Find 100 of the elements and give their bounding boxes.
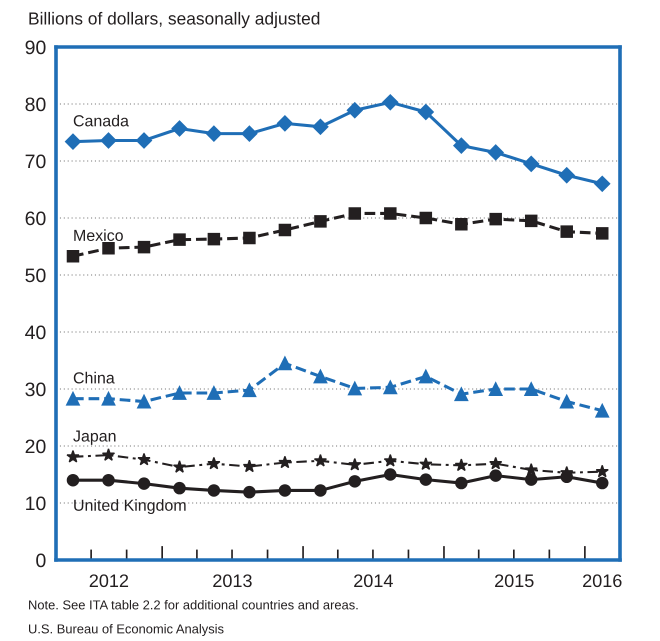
y-tick-label: 0 <box>36 553 46 568</box>
point <box>489 456 502 470</box>
point <box>66 450 80 463</box>
point <box>66 474 80 486</box>
y-tick-label: 10 <box>26 496 46 510</box>
point <box>313 370 328 384</box>
point <box>278 484 292 497</box>
point <box>208 484 220 497</box>
point <box>172 386 186 400</box>
series-label: Japan <box>73 430 116 445</box>
point <box>278 224 292 236</box>
point <box>596 476 608 490</box>
point <box>560 225 573 238</box>
point <box>348 458 362 471</box>
y-tick-label: 50 <box>25 268 46 282</box>
point <box>596 227 608 240</box>
y-tick-label: 80 <box>25 97 46 112</box>
point <box>348 207 362 220</box>
point <box>312 118 328 135</box>
point <box>173 482 186 494</box>
point <box>524 214 538 228</box>
point <box>454 458 468 472</box>
point <box>242 383 256 398</box>
point <box>453 138 470 154</box>
point <box>241 126 258 142</box>
y-tick-label: 90 <box>26 40 46 54</box>
point <box>208 232 220 246</box>
point <box>137 394 151 408</box>
point <box>420 212 432 224</box>
point <box>418 370 433 384</box>
point <box>314 484 327 497</box>
point <box>66 392 80 406</box>
point <box>383 380 398 394</box>
point <box>276 115 293 132</box>
x-tick-label: 2015 <box>495 574 534 588</box>
point <box>455 476 468 490</box>
y-tick-label: 70 <box>26 154 46 168</box>
point <box>314 454 328 467</box>
point <box>314 215 327 228</box>
point <box>488 382 503 396</box>
point <box>524 473 538 486</box>
text: U.S. Bureau of Economic Analysis <box>28 624 224 636</box>
point <box>419 457 432 470</box>
series-label: Canada <box>74 114 129 126</box>
point <box>243 486 256 498</box>
point <box>384 454 397 467</box>
point <box>488 144 504 161</box>
point <box>102 474 115 486</box>
point <box>207 456 221 470</box>
point <box>102 392 116 406</box>
series-label: United Kingdom <box>74 499 186 514</box>
point <box>206 386 221 400</box>
x-tick-label: 2016 <box>583 574 622 588</box>
point <box>278 356 292 370</box>
point <box>206 126 222 142</box>
point <box>560 394 574 408</box>
point <box>102 448 116 461</box>
point <box>420 473 432 486</box>
point <box>596 464 609 478</box>
point <box>172 460 186 473</box>
point <box>137 452 151 466</box>
point <box>384 207 397 220</box>
point <box>173 233 186 246</box>
series-label: Mexico <box>74 229 123 242</box>
point <box>348 475 362 488</box>
series-label: China <box>74 372 115 384</box>
point <box>454 387 468 402</box>
point <box>138 240 150 254</box>
point <box>489 212 502 226</box>
point <box>384 468 397 481</box>
y-tick-label: 40 <box>25 325 46 340</box>
point <box>524 382 538 396</box>
point <box>382 94 398 110</box>
point <box>102 242 115 254</box>
x-tick-label: 2012 <box>90 574 128 588</box>
y-axis-title: Billions of dollars, seasonally adjusted <box>29 12 320 28</box>
point <box>171 120 188 137</box>
point <box>136 132 152 149</box>
point <box>418 104 434 120</box>
point <box>66 250 80 262</box>
point <box>278 456 292 468</box>
point <box>348 381 362 396</box>
point <box>100 132 117 149</box>
x-tick-label: 2014 <box>354 574 393 588</box>
text: Note. See ITA table 2.2 for additional countries and areas. <box>29 600 358 610</box>
y-tick-label: 30 <box>25 382 46 396</box>
y-tick-label: 60 <box>26 211 46 226</box>
point <box>346 102 363 118</box>
point <box>523 156 540 172</box>
point <box>594 176 610 192</box>
point <box>489 469 502 482</box>
x-tick-label: 2013 <box>213 574 252 588</box>
point <box>242 460 256 472</box>
point <box>138 477 150 490</box>
point <box>243 232 256 244</box>
y-tick-label: 20 <box>26 439 46 454</box>
point <box>64 134 82 150</box>
point <box>558 167 575 184</box>
point <box>595 404 610 418</box>
point <box>455 218 468 231</box>
